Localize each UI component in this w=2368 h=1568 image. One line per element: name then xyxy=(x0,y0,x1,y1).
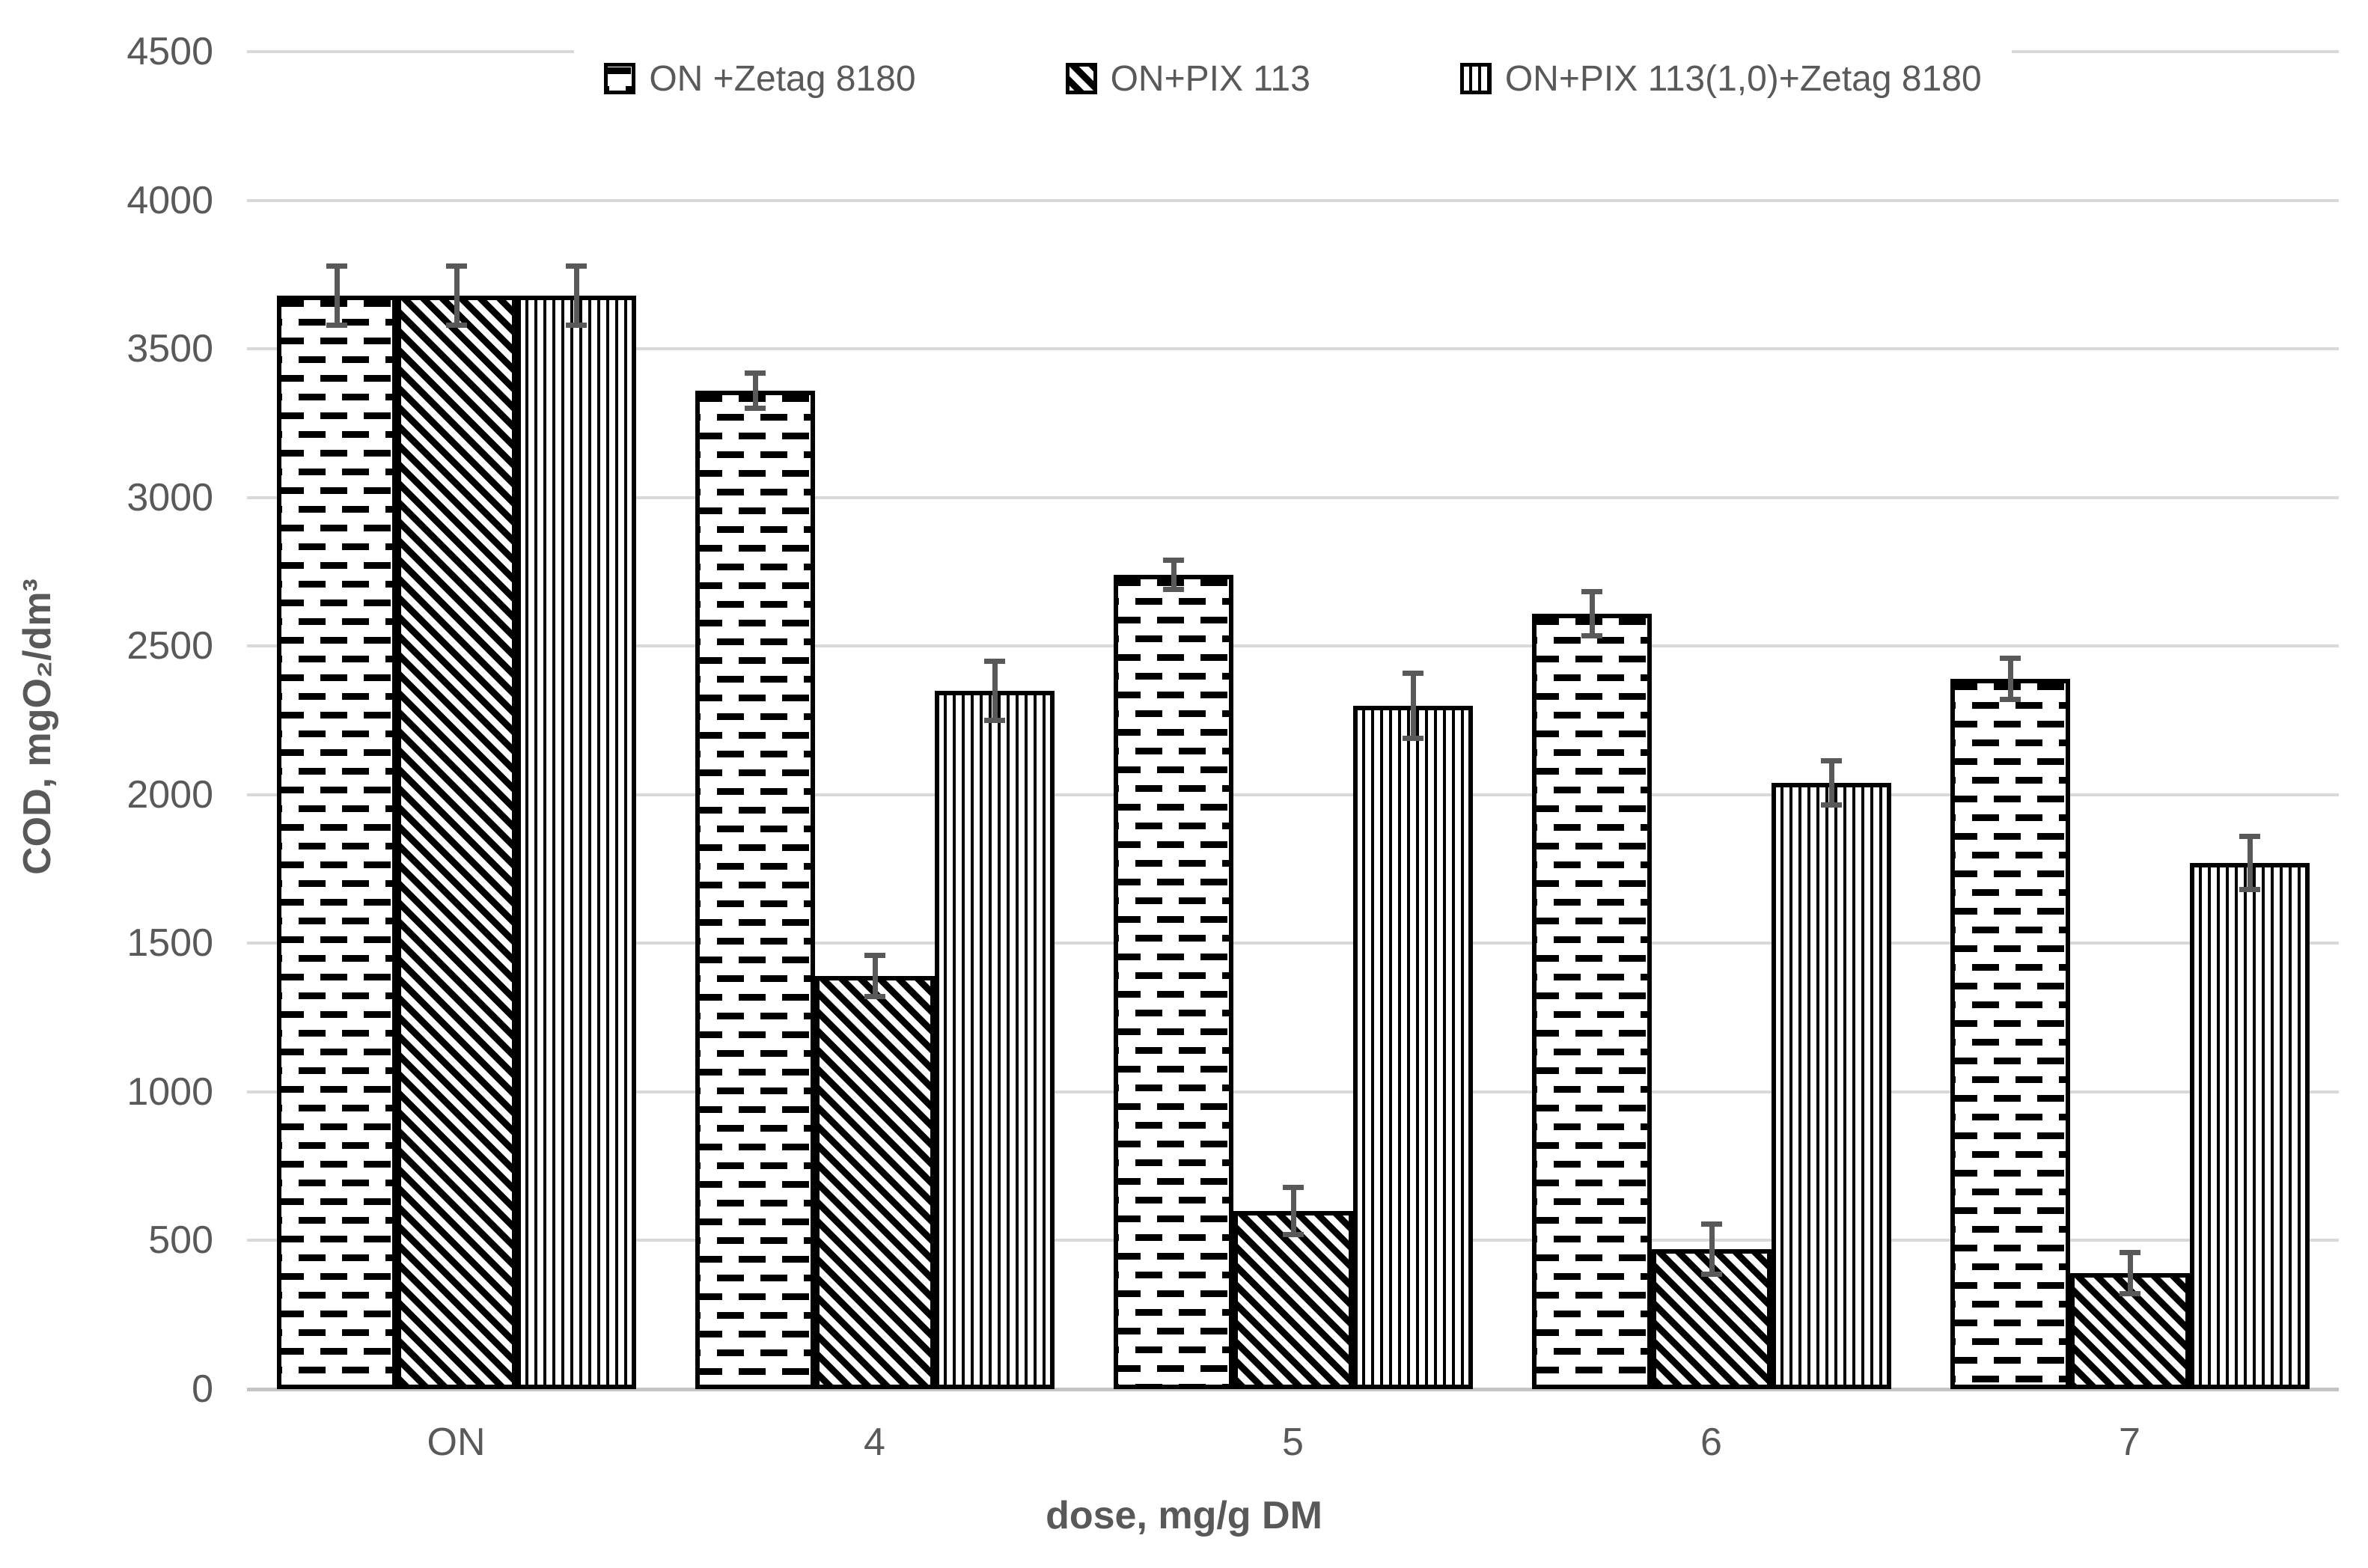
error-bar xyxy=(1171,560,1177,590)
y-tick-label-4500: 4500 xyxy=(126,30,213,73)
gridline-3500 xyxy=(247,347,2339,351)
legend-label: ON +Zetag 8180 xyxy=(649,58,916,99)
error-bar-cap xyxy=(984,658,1005,664)
gridline-2000 xyxy=(247,793,2339,796)
error-bar-cap xyxy=(1163,587,1184,593)
legend-item-1: ON +Zetag 8180 xyxy=(604,58,916,100)
bar-6-series1 xyxy=(1532,588,1652,1389)
error-bar-cap xyxy=(2000,655,2021,661)
error-bar-cap xyxy=(1163,557,1184,563)
error-bar-cap xyxy=(2239,833,2260,839)
error-bar-cap xyxy=(2120,1249,2140,1255)
error-bar-cap xyxy=(1821,802,1842,808)
gridline-1500 xyxy=(247,942,2339,945)
y-axis-tick-labels: 0 500 1000 1500 2000 2500 3000 3500 4000 4500 xyxy=(0,0,213,1568)
x-tick-label-6: 6 xyxy=(1700,1421,1722,1464)
error-bar xyxy=(2247,836,2253,890)
legend-swatch-vertical-lines xyxy=(1459,63,1492,94)
error-bar xyxy=(454,266,460,326)
error-bar xyxy=(2007,658,2013,700)
y-tick-label-3500: 3500 xyxy=(126,327,213,371)
error-bar xyxy=(992,661,998,721)
x-axis-line xyxy=(247,1388,2339,1391)
y-tick-label-4000: 4000 xyxy=(126,178,213,222)
y-tick-label-2500: 2500 xyxy=(126,624,213,668)
error-bar-cap xyxy=(1403,670,1423,676)
bar-6-series2 xyxy=(1652,1221,1772,1389)
error-bar-cap xyxy=(745,406,766,412)
error-bar xyxy=(1589,591,1595,636)
error-bar-cap xyxy=(1701,1272,1722,1278)
bar-4-series2 xyxy=(815,952,935,1389)
gridline-3000 xyxy=(247,495,2339,499)
error-bar xyxy=(1290,1187,1296,1235)
error-bar-cap xyxy=(446,263,467,269)
y-tick-label-2000: 2000 xyxy=(126,772,213,817)
error-bar-cap xyxy=(984,718,1005,724)
bar-7-series3 xyxy=(2190,833,2310,1389)
error-bar xyxy=(872,955,878,997)
bar-7-series1 xyxy=(1950,655,2070,1389)
error-bar xyxy=(334,266,340,326)
error-bar-cap xyxy=(566,263,587,269)
legend-item-3: ON+PIX 113(1,0)+Zetag 8180 xyxy=(1459,58,1982,100)
error-bar-cap xyxy=(1821,757,1842,763)
plot-area xyxy=(247,50,2339,1391)
error-bar-cap xyxy=(2000,697,2021,703)
error-bar-cap xyxy=(864,994,885,1000)
gridline-4000 xyxy=(247,198,2339,202)
bar-5-series2 xyxy=(1233,1184,1353,1389)
x-tick-label-5: 5 xyxy=(1282,1421,1304,1464)
bar-4-series1 xyxy=(695,370,815,1389)
y-tick-label-3000: 3000 xyxy=(126,475,213,519)
legend-box: ON +Zetag 8180 ON+PIX 113 ON+PIX 113(1,0)+… xyxy=(574,30,2012,127)
error-bar-cap xyxy=(864,952,885,958)
y-tick-label-1500: 1500 xyxy=(126,921,213,965)
legend: ON +Zetag 8180 ON+PIX 113 ON+PIX 113(1,0)+… xyxy=(247,30,2339,127)
error-bar xyxy=(2127,1252,2133,1294)
y-tick-label-1000: 1000 xyxy=(126,1070,213,1114)
bar-ON-series2 xyxy=(397,263,516,1389)
bar-6-series3 xyxy=(1772,757,1891,1389)
legend-swatch-horizontal-dashes xyxy=(604,63,636,94)
bar-ON-series1 xyxy=(277,263,397,1389)
error-bar-cap xyxy=(326,263,347,269)
x-tick-label-ON: ON xyxy=(427,1421,486,1464)
error-bar xyxy=(752,373,758,409)
bar-5-series1 xyxy=(1114,557,1233,1389)
x-axis-title: dose, mg/g DM xyxy=(1046,1494,1322,1537)
gridline-2500 xyxy=(247,644,2339,648)
error-bar-cap xyxy=(1403,736,1423,742)
error-bar-cap xyxy=(2239,887,2260,893)
error-bar xyxy=(1709,1224,1715,1275)
bar-ON-series3 xyxy=(516,263,636,1389)
error-bar-cap xyxy=(566,323,587,329)
error-bar-cap xyxy=(326,323,347,329)
error-bar-cap xyxy=(446,323,467,329)
x-tick-label-4: 4 xyxy=(864,1421,885,1464)
error-bar-cap xyxy=(1581,588,1602,594)
x-tick-label-7: 7 xyxy=(2119,1421,2140,1464)
bar-5-series3 xyxy=(1353,670,1473,1389)
error-bar-cap xyxy=(1283,1184,1304,1190)
error-bar-cap xyxy=(1581,633,1602,639)
error-bar xyxy=(1828,760,1834,805)
error-bar xyxy=(1410,673,1416,739)
legend-label: ON+PIX 113 xyxy=(1110,58,1310,99)
error-bar-cap xyxy=(1701,1221,1722,1227)
error-bar-cap xyxy=(2120,1291,2140,1297)
legend-label: ON+PIX 113(1,0)+Zetag 8180 xyxy=(1504,58,1982,99)
y-tick-label-500: 500 xyxy=(148,1218,213,1263)
legend-item-2: ON+PIX 113 xyxy=(1065,58,1310,100)
gridline-1000 xyxy=(247,1090,2339,1093)
error-bar-cap xyxy=(1283,1232,1304,1238)
error-bar-cap xyxy=(745,370,766,376)
bar-7-series2 xyxy=(2070,1249,2190,1389)
bar-4-series3 xyxy=(935,658,1055,1389)
y-tick-label-0: 0 xyxy=(192,1367,213,1411)
legend-swatch-diagonal-hatch xyxy=(1065,63,1097,94)
error-bar xyxy=(573,266,579,326)
